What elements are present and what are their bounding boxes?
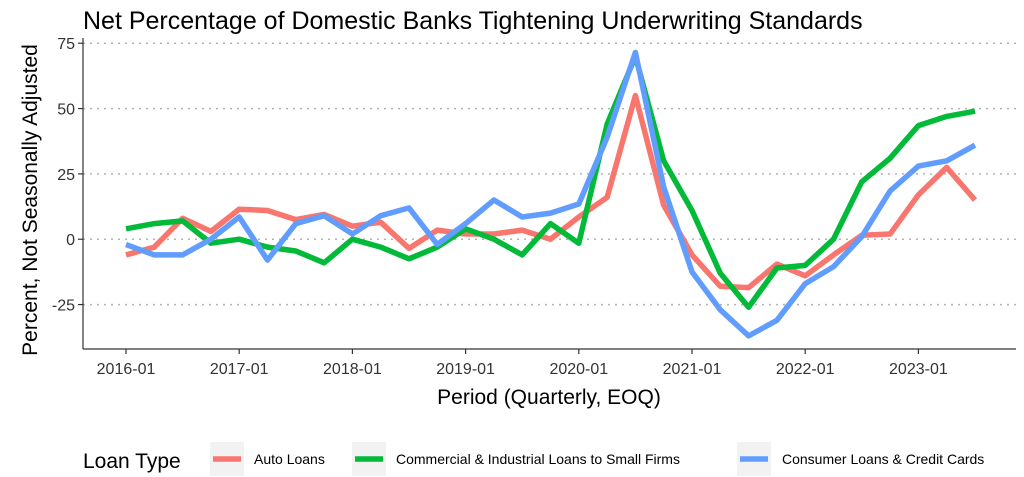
y-tick-label: 75 — [57, 36, 75, 53]
legend-label-consumer-loans: Consumer Loans & Credit Cards — [782, 451, 984, 467]
y-tick-label: 25 — [57, 167, 75, 184]
x-axis-ticks: 2016-01 2017-01 2018-01 2019-01 2020-01 2021-… — [97, 349, 948, 378]
x-tick-label: 2021-01 — [663, 361, 722, 378]
x-tick-label: 2020-01 — [549, 361, 608, 378]
series-lines — [125, 49, 978, 339]
y-tick-label: -25 — [52, 298, 75, 315]
series-line-commercial-industrial-loans-to-small-firms — [125, 53, 976, 310]
y-axis-ticks: 75 50 25 0 -25 — [52, 36, 83, 315]
y-tick-label: 50 — [57, 102, 75, 119]
x-tick-label: 2016-01 — [97, 361, 156, 378]
legend-label-cni-loans: Commercial & Industrial Loans to Small F… — [396, 451, 680, 467]
legend: Loan Type Auto Loans Commercial & Indust… — [83, 442, 984, 476]
series-line-auto-loans — [125, 92, 978, 291]
chart-title: Net Percentage of Domestic Banks Tighten… — [83, 7, 863, 35]
x-tick-label: 2019-01 — [436, 361, 495, 378]
x-axis-title: Period (Quarterly, EOQ) — [437, 386, 661, 409]
x-tick-label: 2017-01 — [210, 361, 269, 378]
series-line-consumer-loans-credit-cards — [125, 49, 977, 339]
legend-label-auto-loans: Auto Loans — [254, 451, 325, 467]
x-tick-label: 2022-01 — [776, 361, 835, 378]
y-axis-title: Percent, Not Seasonally Adjusted — [19, 44, 42, 356]
legend-title: Loan Type — [83, 450, 181, 473]
x-tick-label: 2018-01 — [323, 361, 382, 378]
gridlines — [83, 42, 1016, 306]
x-tick-label: 2023-01 — [889, 361, 948, 378]
y-tick-label: 0 — [66, 232, 75, 249]
